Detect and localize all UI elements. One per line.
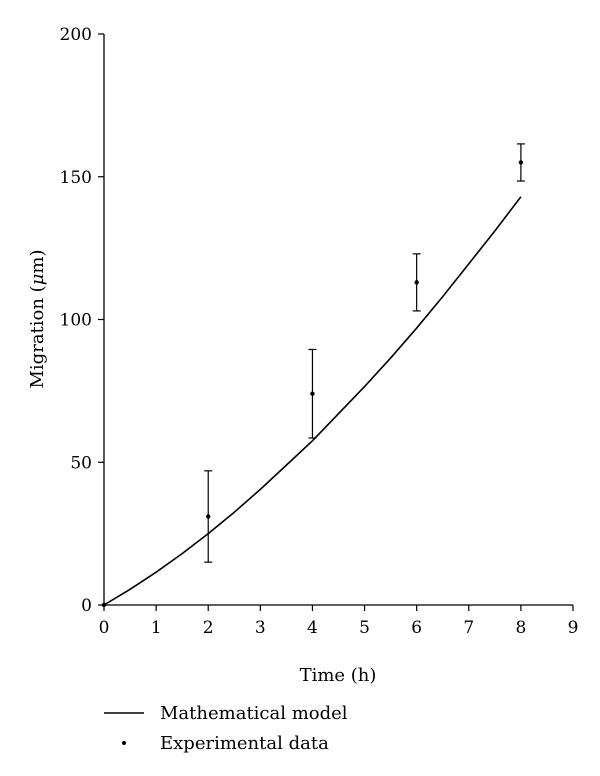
- x-tick-label: 7: [463, 618, 474, 638]
- data-point: [101, 602, 107, 608]
- legend-point-swatch: [122, 741, 126, 745]
- x-tick-label: 3: [255, 618, 266, 638]
- data-point: [518, 160, 524, 165]
- y-tick-label: 100: [60, 311, 92, 331]
- y-axis-title-tail: m): [27, 249, 48, 273]
- y-tick-label: 150: [60, 168, 92, 188]
- y-axis-title-mu: μ: [27, 274, 48, 286]
- x-tick-label: 5: [359, 618, 370, 638]
- axes: [103, 34, 573, 606]
- x-tick-label: 6: [411, 618, 422, 638]
- y-axis-title: Migration (μm): [27, 249, 48, 388]
- model-curve: [103, 196, 522, 606]
- y-tick-label: 0: [81, 596, 92, 616]
- experimental-points-group: [101, 143, 525, 608]
- y-tick-label: 200: [60, 25, 92, 45]
- x-tick-label: 8: [515, 618, 526, 638]
- legend: Mathematical model Experimental data: [104, 703, 348, 754]
- x-tick-label: 4: [307, 618, 318, 638]
- data-point: [310, 391, 315, 396]
- legend-label-model: Mathematical model: [160, 703, 348, 724]
- data-point: [206, 514, 211, 519]
- x-tick-label: 1: [151, 618, 162, 638]
- x-ticks: 0 1 2 3 4 5 6 7 8 9: [99, 605, 579, 638]
- x-tick-label: 9: [568, 618, 579, 638]
- legend-label-data: Experimental data: [160, 733, 329, 754]
- model-curve-group: [103, 196, 522, 606]
- x-tick-label: 2: [203, 618, 214, 638]
- data-point: [414, 280, 419, 285]
- y-axis-title-main: Migration (: [27, 285, 48, 388]
- y-ticks: 0 50 100 150 200: [60, 25, 104, 616]
- x-axis-title: Time (h): [300, 665, 377, 686]
- y-tick-label: 50: [70, 453, 92, 473]
- x-tick-label: 0: [99, 618, 110, 638]
